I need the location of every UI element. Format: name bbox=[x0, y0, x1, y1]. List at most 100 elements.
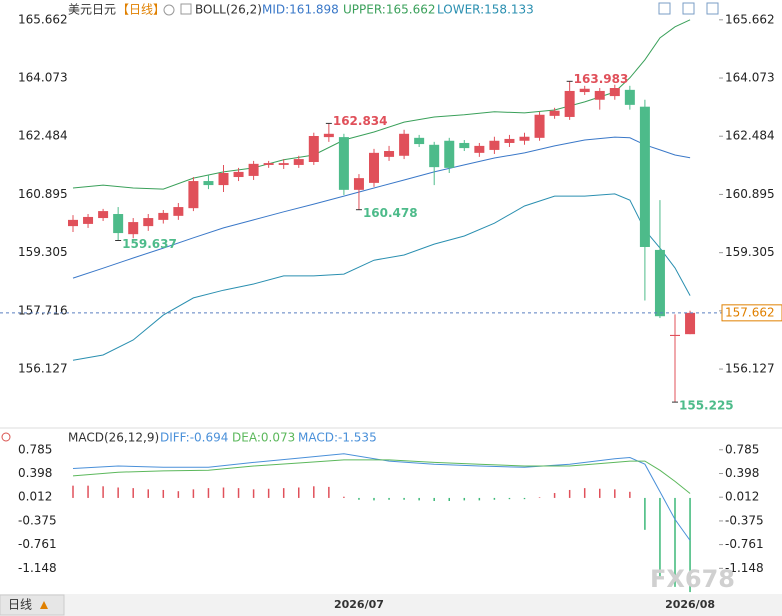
y-tick-label: 162.484 bbox=[18, 129, 68, 143]
tool-icon[interactable] bbox=[682, 2, 695, 15]
series-line bbox=[72, 459, 691, 494]
tool-icon[interactable] bbox=[658, 2, 671, 15]
candle-body bbox=[323, 133, 334, 138]
y-tick-label: -0.761 bbox=[725, 537, 764, 551]
y-tick-label: 0.785 bbox=[18, 442, 52, 456]
candle-body bbox=[474, 145, 485, 153]
candle-body bbox=[654, 249, 665, 317]
zoom-icon[interactable] bbox=[163, 4, 175, 16]
period-label[interactable]: 日线 bbox=[8, 598, 32, 612]
legend-entry: LOWER:158.133 bbox=[437, 3, 534, 17]
candle-body bbox=[233, 171, 244, 178]
indicator-icon[interactable] bbox=[180, 3, 192, 15]
candle-body bbox=[609, 88, 620, 97]
series-line bbox=[72, 19, 691, 190]
series-line bbox=[72, 136, 691, 279]
candle-body bbox=[459, 142, 470, 149]
legend-entry: DEA:0.073 bbox=[232, 431, 295, 445]
candle-body bbox=[670, 334, 680, 336]
candle-body bbox=[263, 163, 274, 165]
candle-body bbox=[248, 163, 259, 176]
y-tick-label: -1.148 bbox=[725, 561, 764, 575]
candle-body bbox=[68, 219, 78, 227]
y-tick-label: 0.785 bbox=[725, 442, 759, 456]
chart-title: 美元日元 bbox=[68, 3, 116, 17]
candle-body bbox=[203, 181, 214, 186]
x-axis-bar bbox=[0, 594, 782, 616]
y-tick-label: 0.012 bbox=[725, 490, 759, 504]
legend-entry: DIFF:-0.694 bbox=[160, 431, 228, 445]
candle-body bbox=[83, 216, 94, 224]
watermark: FX678 bbox=[650, 565, 735, 593]
candle-body bbox=[534, 114, 545, 138]
last-price-label: 157.662 bbox=[725, 305, 775, 319]
annotation: 159.637 bbox=[122, 237, 177, 251]
y-tick-label: 156.127 bbox=[725, 362, 775, 376]
x-tick-label: 2026/07 bbox=[334, 598, 384, 611]
series-line bbox=[72, 453, 691, 541]
y-tick-label: 160.895 bbox=[725, 187, 775, 201]
candle-body bbox=[293, 159, 304, 165]
y-tick-label: -0.761 bbox=[18, 537, 57, 551]
candle-body bbox=[594, 90, 605, 100]
series-line bbox=[72, 193, 691, 361]
toolbar bbox=[658, 2, 719, 15]
y-tick-label: -1.148 bbox=[18, 561, 57, 575]
candle-body bbox=[188, 181, 199, 209]
candle-body bbox=[218, 172, 229, 186]
settings-icon[interactable] bbox=[1, 432, 11, 442]
candle-body bbox=[113, 214, 124, 234]
annotation: 163.983 bbox=[574, 72, 629, 86]
x-tick-label: 2026/08 bbox=[665, 598, 715, 611]
candle-body bbox=[639, 106, 650, 247]
annotation: 155.225 bbox=[679, 399, 734, 413]
candle-body bbox=[369, 152, 379, 183]
macd-title: MACD(26,12,9) bbox=[68, 431, 159, 445]
candle-body bbox=[444, 140, 455, 168]
candle-body bbox=[414, 137, 425, 145]
candle-body bbox=[579, 88, 590, 93]
y-tick-label: 159.305 bbox=[18, 245, 68, 259]
tool-icon[interactable] bbox=[706, 2, 719, 15]
y-tick-label: -0.375 bbox=[18, 513, 57, 527]
candle-body bbox=[278, 163, 289, 165]
candle-body bbox=[173, 207, 184, 216]
last-price-box bbox=[721, 304, 782, 322]
annotation: 162.834 bbox=[333, 114, 388, 128]
y-tick-label: 0.398 bbox=[725, 466, 759, 480]
candle-body bbox=[98, 211, 109, 219]
y-tick-label: 160.895 bbox=[18, 187, 68, 201]
y-tick-label: 165.662 bbox=[18, 12, 68, 26]
candle-body bbox=[489, 140, 500, 150]
candle-body bbox=[399, 133, 410, 156]
candle-body bbox=[564, 90, 575, 117]
indicator-title: BOLL(26,2) bbox=[195, 3, 262, 17]
candle-body bbox=[143, 218, 154, 227]
candle-body bbox=[685, 312, 696, 335]
candle-body bbox=[128, 222, 139, 235]
legend-entry: MID:161.898 bbox=[262, 3, 339, 17]
period-arrow[interactable] bbox=[40, 601, 48, 609]
y-tick-label: 164.073 bbox=[725, 71, 775, 85]
y-tick-label: 157.716 bbox=[18, 303, 68, 317]
y-tick-label: 159.305 bbox=[725, 245, 775, 259]
candle-body bbox=[353, 178, 364, 190]
y-tick-label: 165.662 bbox=[725, 12, 775, 26]
candle-body bbox=[549, 110, 560, 116]
y-tick-label: -0.375 bbox=[725, 513, 764, 527]
candle-body bbox=[308, 136, 319, 163]
period-button[interactable] bbox=[0, 594, 65, 616]
y-tick-label: 0.398 bbox=[18, 466, 52, 480]
y-tick-label: 156.127 bbox=[18, 362, 68, 376]
y-tick-label: 164.073 bbox=[18, 71, 68, 85]
candle-body bbox=[338, 137, 349, 190]
candle-body bbox=[429, 144, 440, 168]
candle-body bbox=[384, 151, 395, 157]
y-tick-label: 0.012 bbox=[18, 490, 52, 504]
legend-entry: UPPER:165.662 bbox=[343, 3, 435, 17]
candle-body bbox=[624, 89, 635, 105]
annotation: 160.478 bbox=[363, 206, 418, 220]
legend-entry: MACD:-1.535 bbox=[298, 431, 377, 445]
